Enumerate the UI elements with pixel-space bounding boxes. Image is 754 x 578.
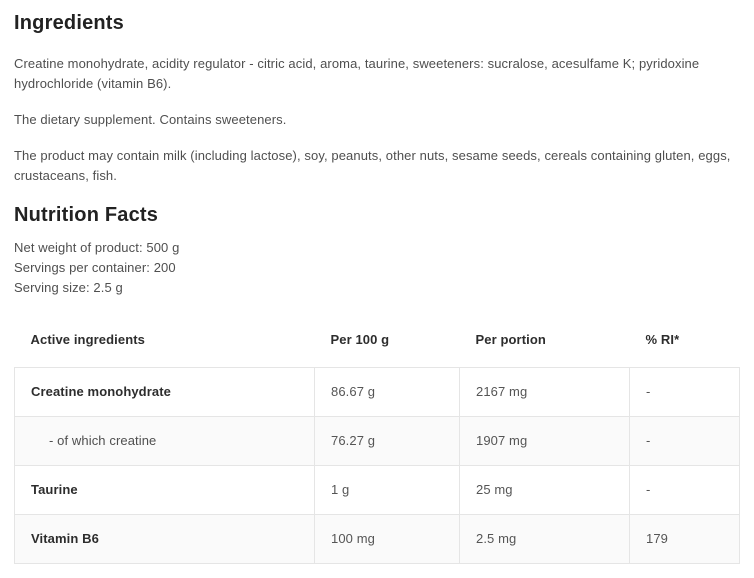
per-portion-cell: 2167 mg <box>459 367 630 417</box>
per-100g-cell: 86.67 g <box>314 367 460 417</box>
net-weight-line: Net weight of product: 500 g <box>14 240 180 255</box>
ri-percent-cell: - <box>629 367 740 417</box>
ingredient-name-cell: Taurine <box>14 465 315 515</box>
per-portion-cell: 25 mg <box>459 465 630 515</box>
nutrition-facts-heading: Nutrition Facts <box>14 204 159 226</box>
allergen-warning-paragraph: The product may contain milk (including … <box>14 148 731 183</box>
table-row-vitamin-b6: Vitamin B6 100 mg 2.5 mg 179 <box>14 514 740 564</box>
serving-size-line: Serving size: 2.5 g <box>14 280 123 295</box>
ingredient-name-cell: Vitamin B6 <box>14 514 315 564</box>
per-portion-cell: 2.5 mg <box>459 514 630 564</box>
table-row-of-which-creatine: - of which creatine 76.27 g 1907 mg - <box>14 416 740 466</box>
header-per-100g: Per 100 g <box>314 308 460 368</box>
table-row-taurine: Taurine 1 g 25 mg - <box>14 465 740 515</box>
ri-percent-cell: 179 <box>629 514 740 564</box>
header-per-portion: Per portion <box>459 308 630 368</box>
ri-percent-cell: - <box>629 416 740 466</box>
per-100g-cell: 1 g <box>314 465 460 515</box>
ingredient-name-cell: - of which creatine <box>14 416 315 466</box>
ingredients-composition-paragraph: Creatine monohydrate, acidity regulator … <box>14 56 700 91</box>
dietary-supplement-paragraph: The dietary supplement. Contains sweeten… <box>14 112 287 127</box>
table-row-creatine-monohydrate: Creatine monohydrate 86.67 g 2167 mg - <box>14 367 740 417</box>
per-100g-cell: 76.27 g <box>314 416 460 466</box>
header-active-ingredients: Active ingredients <box>14 308 315 368</box>
ingredients-heading: Ingredients <box>14 12 124 34</box>
nutrition-table-header: Active ingredients Per 100 g Per portion… <box>14 308 740 368</box>
servings-per-container-line: Servings per container: 200 <box>14 260 176 275</box>
header-ri-percent: % RI* <box>629 308 740 368</box>
ri-percent-cell: - <box>629 465 740 515</box>
product-details: Net weight of product: 500 g Servings pe… <box>14 238 740 298</box>
per-portion-cell: 1907 mg <box>459 416 630 466</box>
ingredient-name-cell: Creatine monohydrate <box>14 367 315 417</box>
per-100g-cell: 100 mg <box>314 514 460 564</box>
nutrition-table: Active ingredients Per 100 g Per portion… <box>14 308 740 564</box>
